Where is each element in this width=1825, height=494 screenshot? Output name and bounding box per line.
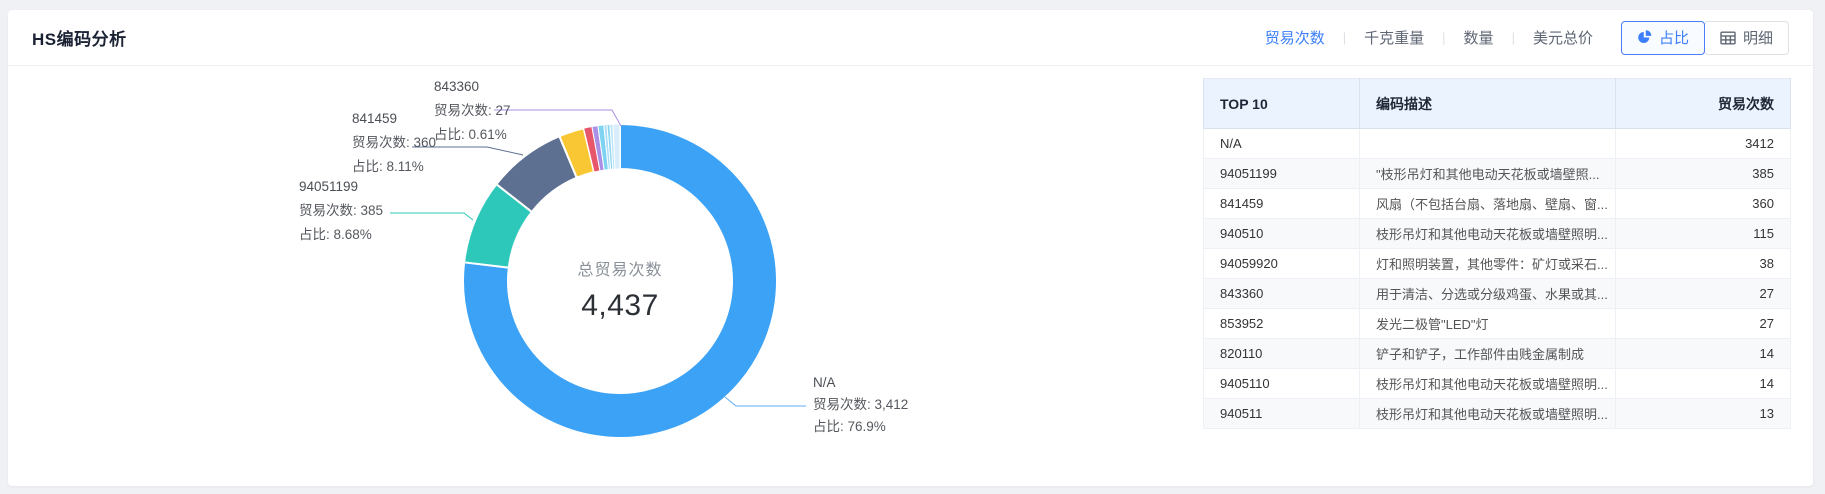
cell-desc: 枝形吊灯和其他电动天花板或墙壁照明...: [1359, 218, 1616, 249]
top10-table-pane: TOP 10 编码描述 贸易次数 N/A 3412 94051199 "枝形吊灯和其他…: [1203, 78, 1791, 429]
cell-desc: "枝形吊灯和其他电动天花板或墙壁照...: [1359, 158, 1616, 189]
donut-slices: [462, 123, 778, 439]
callout-count: 贸易次数: 3,412: [813, 397, 909, 412]
cell-code: 841459: [1203, 188, 1360, 219]
tab-separator: |: [1442, 30, 1446, 45]
card-header: HS编码分析 贸易次数 | 千克重量 | 数量 | 美元总价 占比: [8, 10, 1813, 66]
callout-pct: 占比: 0.61%: [434, 127, 507, 142]
cell-desc: 风扇（不包括台扇、落地扇、壁扇、窗...: [1359, 188, 1616, 219]
callout-841459: 841459 贸易次数: 360 占比: 8.11%: [352, 107, 436, 179]
callout-code: N/A: [813, 375, 836, 390]
tab-separator: |: [1511, 30, 1515, 45]
top10-table: TOP 10 编码描述 贸易次数 N/A 3412 94051199 "枝形吊灯和其他…: [1203, 78, 1791, 429]
cell-code: 94051199: [1203, 158, 1360, 189]
callout-843360: 843360 贸易次数: 27 占比: 0.61%: [434, 75, 511, 147]
connector-841459: [412, 146, 524, 156]
cell-value: 13: [1615, 398, 1791, 429]
callout-pct: 占比: 76.9%: [813, 419, 886, 434]
header-controls: 贸易次数 | 千克重量 | 数量 | 美元总价 占比: [1263, 20, 1789, 55]
card-body: 总贸易次数 4,437 843360 贸易次数: 27 占比: 0.61% 84…: [8, 66, 1813, 485]
view-proportion-label: 占比: [1658, 30, 1689, 47]
cell-desc: 发光二极管"LED"灯: [1359, 308, 1616, 339]
cell-value: 3412: [1615, 128, 1791, 159]
table-row: 9405110 枝形吊灯和其他电动天花板或墙壁照明... 14: [1203, 368, 1791, 399]
table-row: 940511 枝形吊灯和其他电动天花板或墙壁照明... 13: [1203, 398, 1791, 429]
col-header-top10: TOP 10: [1203, 78, 1360, 129]
cell-desc: 用于清洁、分选或分级鸡蛋、水果或其...: [1359, 278, 1616, 309]
connector-94051199: [390, 212, 474, 221]
view-proportion-button[interactable]: 占比: [1620, 20, 1705, 55]
tab-separator: |: [1342, 30, 1347, 45]
cell-code: N/A: [1203, 128, 1360, 159]
cell-code: 820110: [1203, 338, 1360, 369]
cell-desc: 灯和照明装置，其他零件：矿灯或采石...: [1359, 248, 1616, 279]
table-row: N/A 3412: [1203, 128, 1791, 159]
cell-code: 853952: [1203, 308, 1360, 339]
cell-desc: 铲子和铲子，工作部件由贱金属制成: [1359, 338, 1616, 369]
page-title: HS编码分析: [32, 30, 127, 49]
cell-code: 94059920: [1203, 248, 1360, 279]
callout-count: 贸易次数: 360: [352, 135, 437, 150]
connector-na: [724, 396, 806, 407]
callout-na: N/A 贸易次数: 3,412 占比: 76.9%: [813, 372, 908, 438]
metric-tabs: 贸易次数 | 千克重量 | 数量 | 美元总价: [1263, 27, 1595, 48]
table-row: 94059920 灯和照明装置，其他零件：矿灯或采石... 38: [1203, 248, 1791, 279]
cell-code: 9405110: [1203, 368, 1360, 399]
cell-value: 27: [1615, 278, 1791, 309]
donut-chart-pane: 总贸易次数 4,437 843360 贸易次数: 27 占比: 0.61% 84…: [8, 66, 1038, 490]
view-detail-label: 明细: [1742, 30, 1773, 47]
label-connectors: [390, 109, 806, 407]
table-row: 853952 发光二极管"LED"灯 27: [1203, 308, 1791, 339]
callout-code: 841459: [352, 111, 398, 126]
cell-value: 27: [1615, 308, 1791, 339]
table-row: 94051199 "枝形吊灯和其他电动天花板或墙壁照... 385: [1203, 158, 1791, 189]
cell-value: 14: [1615, 338, 1791, 369]
cell-value: 360: [1615, 188, 1791, 219]
callout-pct: 占比: 8.68%: [299, 227, 372, 242]
table-row: 820110 铲子和铲子，工作部件由贱金属制成 14: [1203, 338, 1791, 369]
tab-kg-weight[interactable]: 千克重量: [1364, 30, 1425, 47]
cell-value: 385: [1615, 158, 1791, 189]
callout-pct: 占比: 8.11%: [352, 159, 424, 174]
col-header-desc: 编码描述: [1359, 78, 1616, 129]
donut-slice-N/A[interactable]: [462, 123, 778, 439]
top10-table-body: N/A 3412 94051199 "枝形吊灯和其他电动天花板或墙壁照... 385 84…: [1203, 128, 1791, 429]
callout-code: 94051199: [299, 179, 359, 194]
cell-value: 38: [1615, 248, 1791, 279]
connector-843360: [494, 109, 622, 127]
view-detail-button[interactable]: 明细: [1703, 20, 1789, 55]
cell-code: 940510: [1203, 218, 1360, 249]
tab-trade-count[interactable]: 贸易次数: [1264, 30, 1325, 47]
tab-usd-total[interactable]: 美元总价: [1532, 30, 1593, 47]
callout-count: 贸易次数: 385: [299, 203, 384, 218]
table-row: 843360 用于清洁、分选或分级鸡蛋、水果或其... 27: [1203, 278, 1791, 309]
cell-desc: [1359, 128, 1616, 159]
donut-slice-rest[interactable]: [612, 123, 621, 170]
hs-code-analysis-card: HS编码分析 贸易次数 | 千克重量 | 数量 | 美元总价 占比: [8, 10, 1813, 486]
tab-quantity[interactable]: 数量: [1463, 30, 1494, 47]
cell-desc: 枝形吊灯和其他电动天花板或墙壁照明...: [1359, 398, 1616, 429]
donut-svg: [390, 109, 806, 439]
cell-value: 115: [1615, 218, 1791, 249]
cell-desc: 枝形吊灯和其他电动天花板或墙壁照明...: [1359, 368, 1616, 399]
pie-chart-icon: [1638, 30, 1652, 44]
callout-count: 贸易次数: 27: [434, 103, 511, 118]
cell-value: 14: [1615, 368, 1791, 399]
col-header-count: 贸易次数: [1615, 78, 1791, 129]
view-toggle: 占比 明细: [1620, 20, 1789, 55]
table-header-row: TOP 10 编码描述 贸易次数: [1203, 78, 1791, 129]
cell-code: 940511: [1203, 398, 1360, 429]
cell-code: 843360: [1203, 278, 1360, 309]
table-row: 940510 枝形吊灯和其他电动天花板或墙壁照明... 115: [1203, 218, 1791, 249]
table-row: 841459 风扇（不包括台扇、落地扇、壁扇、窗... 360: [1203, 188, 1791, 219]
callout-code: 843360: [434, 79, 480, 94]
callout-94051199: 94051199 贸易次数: 385 占比: 8.68%: [299, 175, 383, 247]
table-icon: [1720, 31, 1736, 45]
